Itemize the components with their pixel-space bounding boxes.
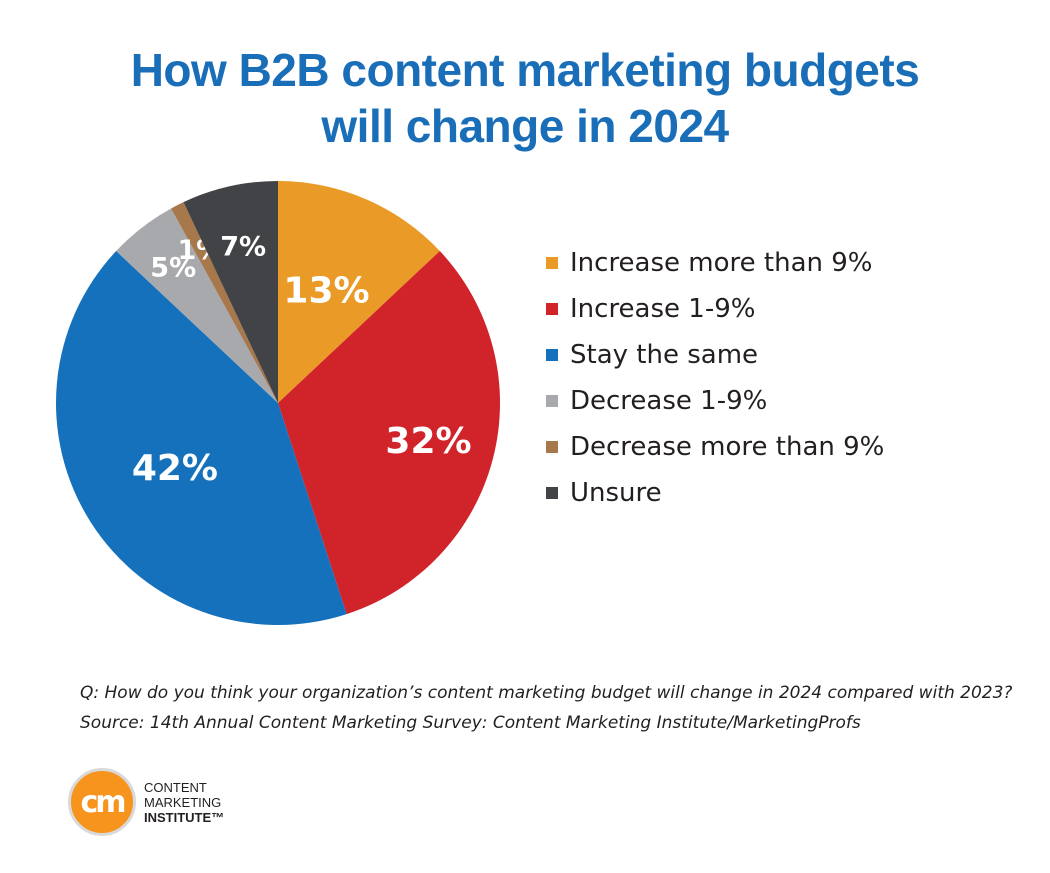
legend-label: Increase more than 9%: [570, 248, 873, 278]
legend-item: Decrease more than 9%: [546, 424, 884, 470]
legend-item: Decrease 1-9%: [546, 378, 884, 424]
legend-label: Decrease 1-9%: [570, 386, 768, 416]
legend-label: Unsure: [570, 478, 662, 508]
pie-slice: [171, 202, 278, 403]
legend-swatch: [546, 441, 558, 453]
logo-line-1: CONTENT: [144, 779, 207, 795]
pie-slice: [278, 181, 440, 403]
slice-data-label: 32%: [385, 421, 471, 462]
slice-data-label: 7%: [220, 232, 266, 263]
legend-item: Increase 1-9%: [546, 286, 884, 332]
legend-label: Decrease more than 9%: [570, 432, 885, 462]
slice-data-label: 42%: [132, 448, 218, 489]
legend: Increase more than 9% Increase 1-9% Stay…: [546, 240, 884, 516]
pie-slice: [183, 181, 278, 403]
source-note: Source: 14th Annual Content Marketing Su…: [80, 713, 861, 733]
logo-line-3: INSTITUTE™: [144, 809, 225, 825]
slice-data-label: 13%: [283, 270, 369, 311]
title-line-2: will change in 2024: [321, 100, 729, 152]
legend-swatch: [546, 257, 558, 269]
legend-label: Increase 1-9%: [570, 294, 756, 324]
legend-item: Stay the same: [546, 332, 884, 378]
cmi-logo: cm CONTENT MARKETING INSTITUTE™: [68, 768, 224, 836]
legend-label: Stay the same: [570, 340, 759, 370]
chart-title: How B2B content marketing budgets will c…: [0, 42, 1050, 154]
legend-swatch: [546, 349, 558, 361]
legend-swatch: [546, 303, 558, 315]
cm-logo-icon: cm: [68, 768, 136, 836]
logo-line-2: MARKETING: [144, 794, 222, 810]
legend-swatch: [546, 395, 558, 407]
chart-footer: Q: How do you think your organization’s …: [80, 678, 1012, 738]
logo-wordmark: CONTENT MARKETING INSTITUTE™: [144, 780, 224, 825]
pie-slice: [56, 251, 347, 625]
legend-item: Unsure: [546, 470, 884, 516]
slice-data-label: 5%: [150, 252, 196, 283]
legend-item: Increase more than 9%: [546, 240, 884, 286]
pie-slice: [278, 251, 500, 615]
legend-swatch: [546, 487, 558, 499]
pie-chart: 13%32%42%5%1%7%: [56, 181, 500, 625]
pie-slice: [116, 208, 278, 403]
survey-question: Q: How do you think your organization’s …: [80, 683, 1013, 703]
title-line-1: How B2B content marketing budgets: [130, 44, 920, 96]
